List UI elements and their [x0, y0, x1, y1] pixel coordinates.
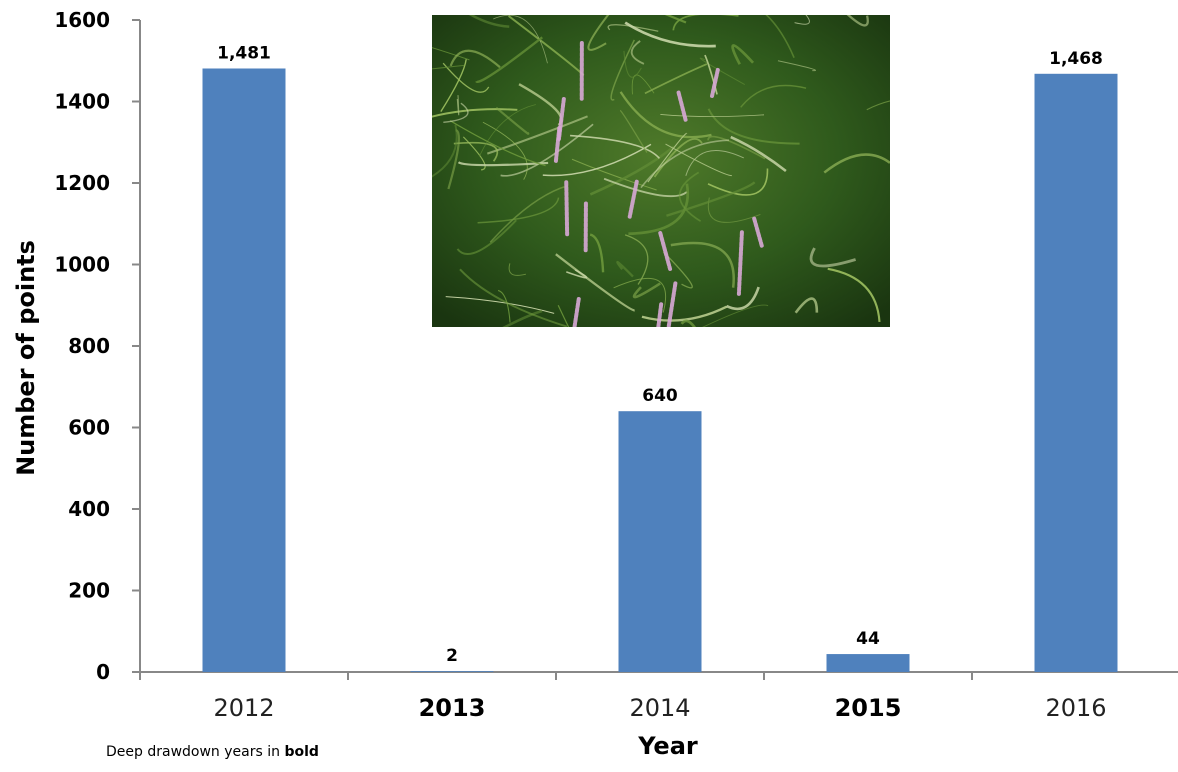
footnote: Deep drawdown years in bold	[106, 744, 319, 760]
x-axis-title: Year	[637, 732, 698, 760]
data-label-2016: 1,468	[1049, 49, 1103, 69]
data-label-2014: 640	[642, 386, 678, 406]
bar-2014	[619, 411, 702, 672]
data-label-2013: 2	[446, 646, 458, 666]
aquatic-plants-photo	[375, 0, 951, 366]
y-axis-title: Number of points	[12, 240, 40, 476]
footnote-bold-word: bold	[284, 744, 318, 760]
x-tick-label-2012: 2012	[213, 694, 274, 722]
x-tick-label-2015: 2015	[835, 694, 902, 722]
bar-2013	[411, 671, 494, 672]
y-tick-label: 1200	[54, 171, 110, 195]
bar-2016	[1035, 74, 1118, 672]
y-tick-label: 200	[68, 579, 110, 603]
data-label-2012: 1,481	[217, 43, 271, 63]
y-tick-label: 1600	[54, 8, 110, 32]
y-tick-label: 400	[68, 497, 110, 521]
y-tick-label: 1400	[54, 90, 110, 114]
x-tick-label-2016: 2016	[1045, 694, 1106, 722]
data-label-2015: 44	[856, 629, 880, 649]
y-tick-label: 1000	[54, 253, 110, 277]
x-tick-label-2013: 2013	[419, 694, 486, 722]
x-tick-label-2014: 2014	[629, 694, 690, 722]
y-tick-label: 800	[68, 334, 110, 358]
y-tick-label: 0	[96, 660, 110, 684]
bar-2015	[827, 654, 910, 672]
y-tick-label: 600	[68, 416, 110, 440]
footnote-text: Deep drawdown years in	[106, 744, 284, 760]
bar-2012	[203, 68, 286, 672]
